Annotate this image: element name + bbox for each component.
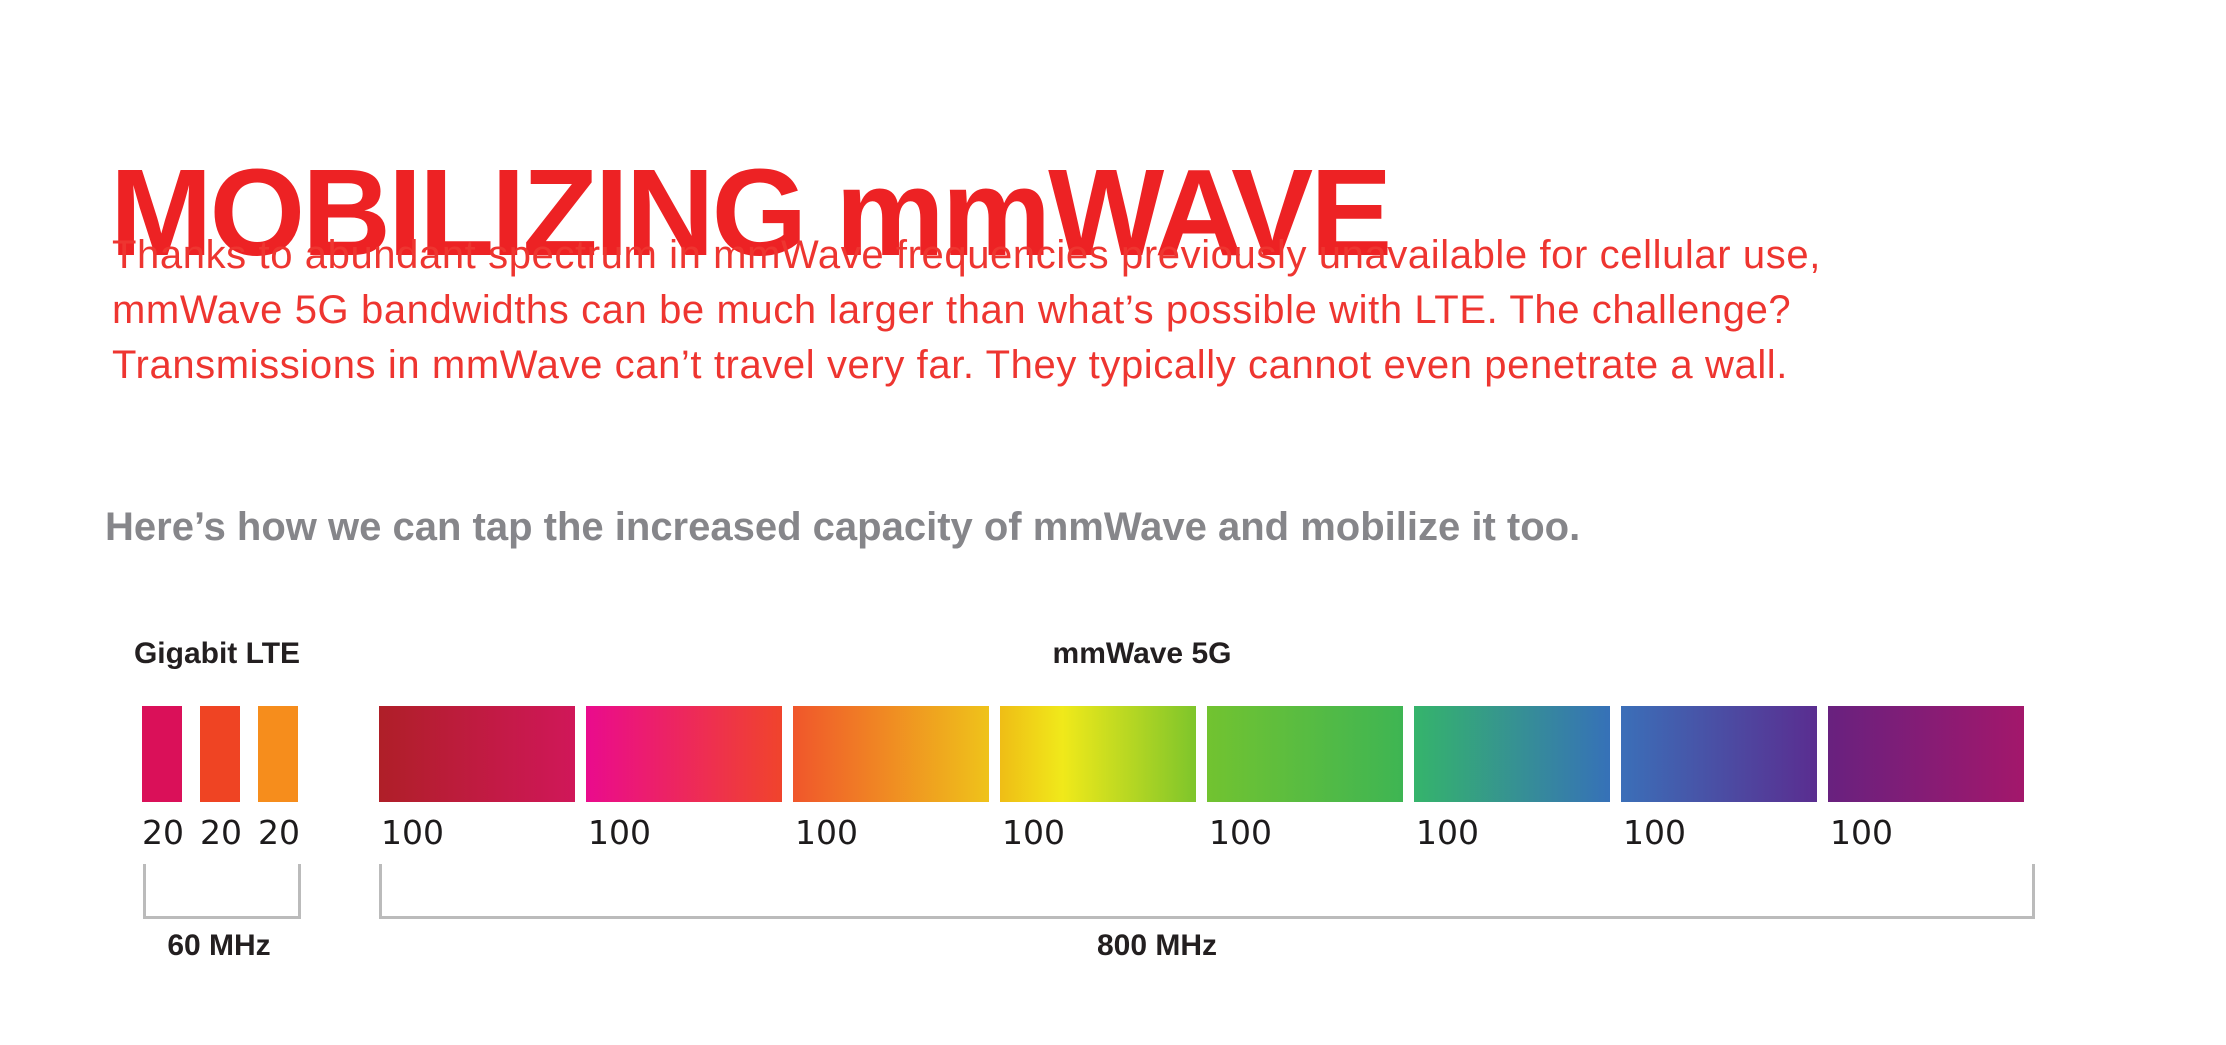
bar-value-label-mmwave-5g-2: 100 xyxy=(588,813,651,852)
spectrum-bar-mmwave-5g-5 xyxy=(1207,706,1403,802)
group-label-mmwave-5g: mmWave 5G xyxy=(1052,637,1232,670)
bracket-mmwave-5g xyxy=(379,864,2035,919)
bracket-label-mmwave-5g: 800 MHz xyxy=(1096,929,1218,962)
spectrum-bar-mmwave-5g-8 xyxy=(1828,706,2024,802)
spectrum-bar-mmwave-5g-7 xyxy=(1621,706,1817,802)
bracket-gigabit-lte xyxy=(143,864,301,919)
spectrum-bar-gigabit-lte-2 xyxy=(200,706,240,802)
spectrum-bar-gigabit-lte-1 xyxy=(142,706,182,802)
group-label-gigabit-lte: Gigabit LTE xyxy=(133,637,301,670)
bracket-label-gigabit-lte: 60 MHz xyxy=(167,929,271,962)
page-title: MOBILIZING mmWAVE xyxy=(110,145,1392,283)
spectrum-bar-mmwave-5g-4 xyxy=(1000,706,1196,802)
bar-value-label-mmwave-5g-4: 100 xyxy=(1002,813,1065,852)
spectrum-bar-gigabit-lte-3 xyxy=(258,706,298,802)
spectrum-bar-mmwave-5g-3 xyxy=(793,706,989,802)
spectrum-bar-mmwave-5g-6 xyxy=(1414,706,1610,802)
bar-value-label-mmwave-5g-7: 100 xyxy=(1623,813,1686,852)
bar-value-label-mmwave-5g-1: 100 xyxy=(381,813,444,852)
bar-value-label-mmwave-5g-6: 100 xyxy=(1416,813,1479,852)
bar-value-label-mmwave-5g-8: 100 xyxy=(1830,813,1893,852)
bar-value-label-mmwave-5g-5: 100 xyxy=(1209,813,1272,852)
intro-line-1: Thanks to abundant spectrum in mmWave fr… xyxy=(112,233,1821,277)
intro-line-2: mmWave 5G bandwidths can be much larger … xyxy=(112,288,1792,332)
intro-line-3: Transmissions in mmWave can’t travel ver… xyxy=(112,343,1789,387)
spectrum-bar-mmwave-5g-1 xyxy=(379,706,575,802)
bar-value-label-mmwave-5g-3: 100 xyxy=(795,813,858,852)
bar-value-label-gigabit-lte-2: 20 xyxy=(200,813,242,852)
bar-value-label-gigabit-lte-3: 20 xyxy=(258,813,300,852)
spectrum-bar-mmwave-5g-2 xyxy=(586,706,782,802)
intro-paragraph: Thanks to abundant spectrum in mmWave fr… xyxy=(112,228,1821,393)
bar-value-label-gigabit-lte-1: 20 xyxy=(142,813,184,852)
subheading: Here’s how we can tap the increased capa… xyxy=(105,505,1581,549)
